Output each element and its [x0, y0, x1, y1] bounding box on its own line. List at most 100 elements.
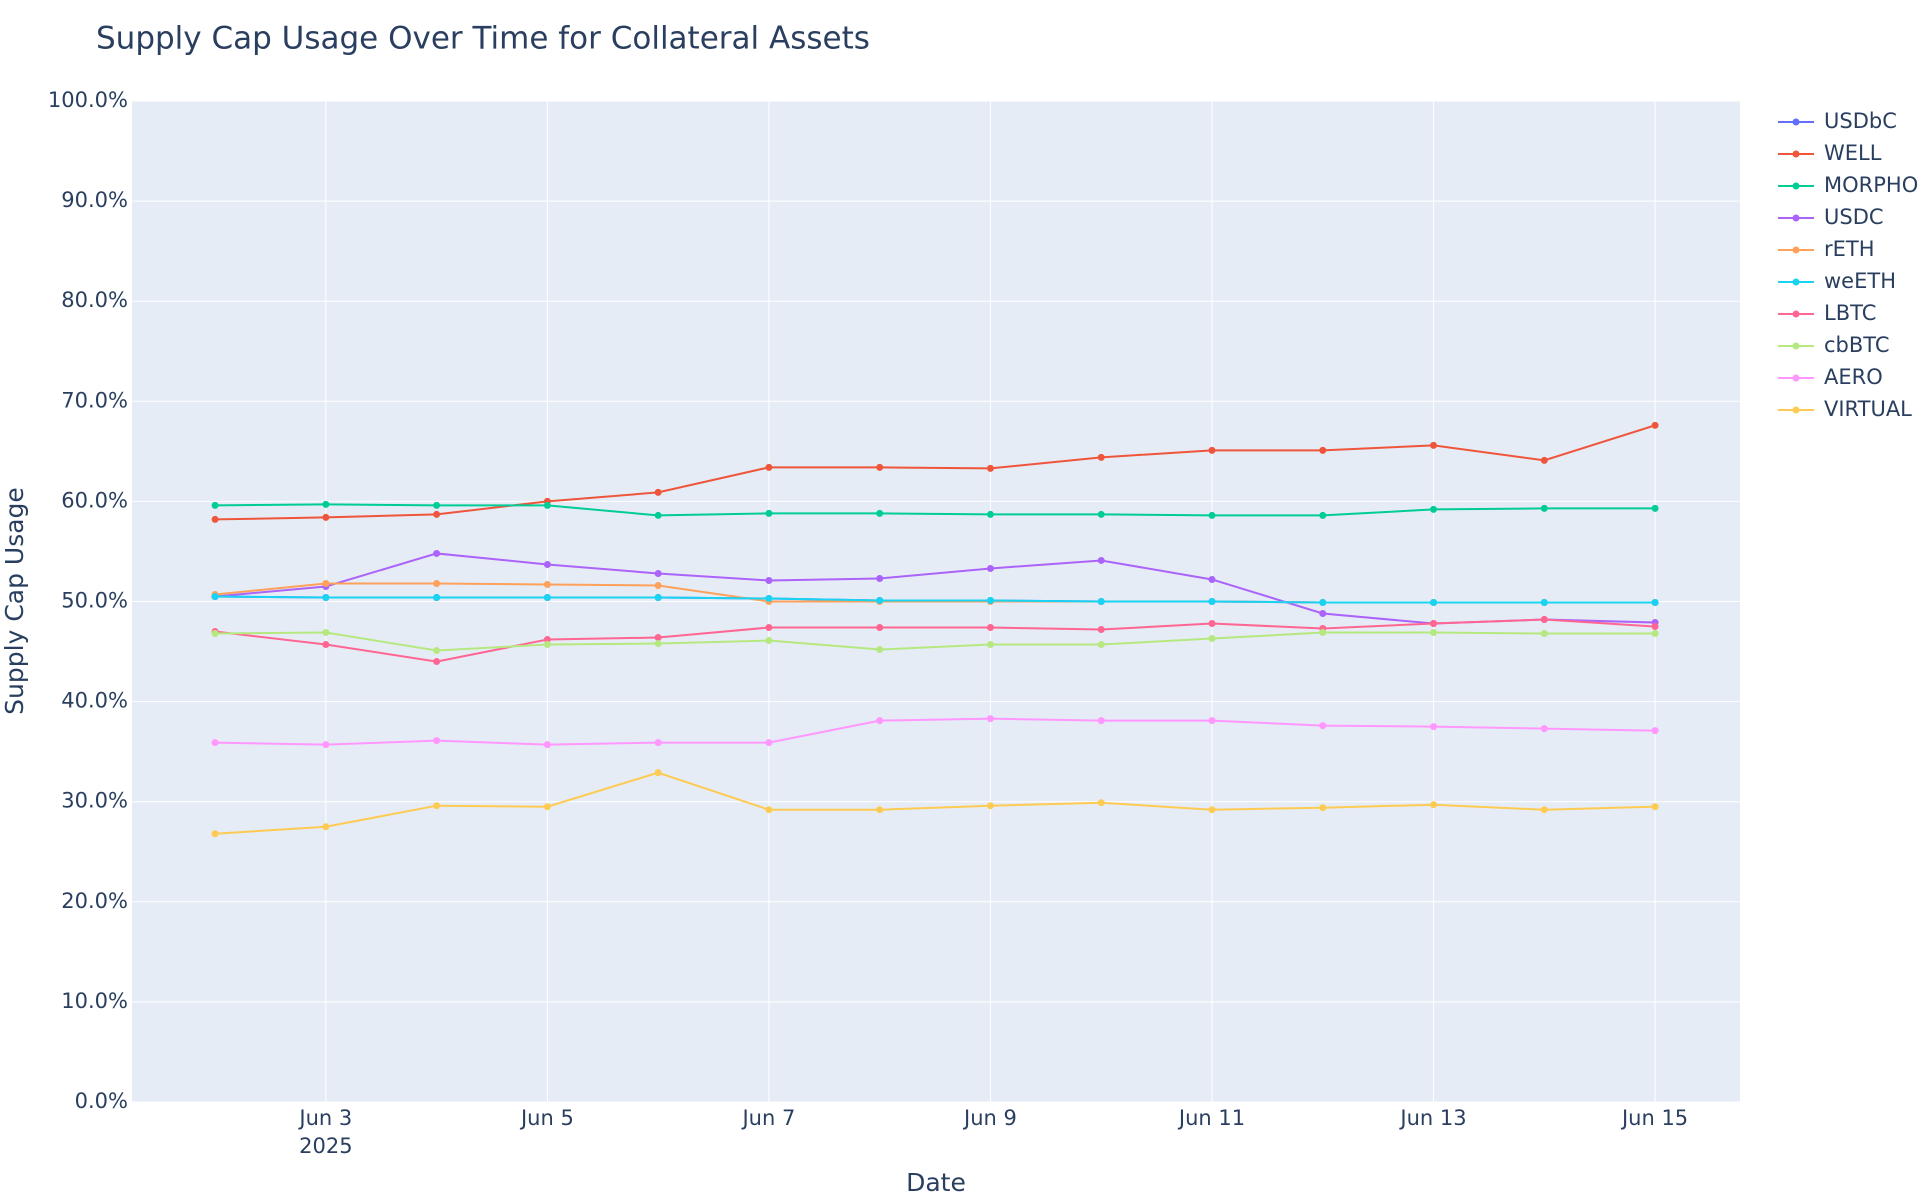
data-point: [1208, 717, 1216, 725]
data-point: [211, 739, 219, 747]
data-point: [1208, 635, 1216, 643]
y-tick-label: 0.0%: [75, 1089, 128, 1113]
data-point: [1540, 630, 1548, 638]
data-point: [986, 802, 994, 810]
series-line: [215, 503, 1656, 517]
data-point: [654, 634, 662, 642]
x-tick-label: Jun 13: [1398, 1106, 1466, 1130]
data-point: [433, 647, 441, 655]
data-point: [1651, 803, 1659, 811]
data-point: [1097, 641, 1105, 649]
legend-label: LBTC: [1824, 301, 1876, 325]
data-point: [211, 592, 219, 600]
data-point: [654, 569, 662, 577]
x-axis-title: Date: [906, 1168, 966, 1197]
legend-marker: [1792, 214, 1800, 222]
data-point: [433, 658, 441, 666]
legend-marker: [1792, 278, 1800, 286]
data-point: [654, 769, 662, 777]
x-year-label: 2025: [299, 1134, 352, 1158]
data-point: [433, 802, 441, 810]
legend-label: AERO: [1824, 365, 1883, 389]
data-point: [1097, 799, 1105, 807]
data-point: [543, 803, 551, 811]
legend-marker: [1792, 150, 1800, 158]
data-point: [654, 488, 662, 496]
data-point: [322, 629, 330, 637]
data-point: [322, 593, 330, 601]
legend-label: weETH: [1824, 269, 1896, 293]
data-point: [543, 501, 551, 509]
data-point: [1430, 620, 1438, 628]
y-axis-title: Supply Cap Usage: [0, 487, 29, 715]
data-point: [1540, 806, 1548, 814]
data-point: [1097, 510, 1105, 518]
y-tick-label: 30.0%: [61, 789, 128, 813]
data-point: [1319, 629, 1327, 637]
x-tick-label: Jun 5: [519, 1106, 574, 1130]
x-tick-label: Jun 11: [1177, 1106, 1245, 1130]
data-point: [986, 564, 994, 572]
y-tick-label: 40.0%: [61, 689, 128, 713]
data-point: [1430, 441, 1438, 449]
data-point: [1097, 717, 1105, 725]
data-point: [876, 574, 884, 582]
legend-marker: [1792, 246, 1800, 254]
data-point: [1208, 598, 1216, 605]
data-point: [876, 806, 884, 814]
legend-label: USDC: [1824, 205, 1884, 229]
data-point: [433, 501, 441, 509]
data-point: [986, 596, 994, 604]
data-point: [433, 549, 441, 557]
data-point: [654, 640, 662, 648]
legend-label: cbBTC: [1824, 333, 1890, 357]
data-point: [986, 464, 994, 472]
data-point: [1097, 598, 1105, 605]
data-point: [876, 596, 884, 604]
data-point: [1319, 446, 1327, 454]
data-point: [322, 513, 330, 521]
data-point: [1540, 456, 1548, 464]
data-point: [433, 510, 441, 518]
data-point: [876, 624, 884, 632]
data-point: [986, 624, 994, 632]
data-point: [1208, 620, 1216, 628]
data-point: [543, 741, 551, 749]
data-point: [211, 830, 219, 838]
data-point: [1097, 556, 1105, 564]
data-point: [986, 510, 994, 518]
data-point: [1651, 623, 1659, 631]
data-point: [433, 593, 441, 601]
data-point: [876, 717, 884, 725]
data-point: [322, 641, 330, 649]
data-point: [1319, 511, 1327, 519]
x-tick-label: Jun 15: [1620, 1106, 1688, 1130]
data-point: [1651, 727, 1659, 735]
lines: [211, 421, 1659, 838]
data-point: [765, 509, 773, 517]
data-point: [876, 463, 884, 471]
y-tick-label: 70.0%: [61, 388, 128, 412]
legend-label: rETH: [1824, 237, 1875, 261]
data-point: [654, 593, 662, 601]
data-point: [876, 646, 884, 654]
legend-label: MORPHO: [1824, 173, 1918, 197]
series-line: [215, 424, 1656, 521]
data-point: [1430, 723, 1438, 731]
y-tick-label: 50.0%: [61, 589, 128, 613]
data-point: [1208, 446, 1216, 454]
x-tick-label: Jun 7: [740, 1106, 795, 1130]
data-point: [654, 581, 662, 589]
data-point: [543, 580, 551, 588]
data-point: [1651, 421, 1659, 429]
data-point: [322, 579, 330, 587]
data-point: [1097, 626, 1105, 634]
legend-marker: [1792, 118, 1800, 126]
x-tick-label: Jun 9: [962, 1106, 1017, 1130]
data-point: [1651, 504, 1659, 512]
data-point: [1097, 453, 1105, 461]
data-point: [322, 500, 330, 508]
data-point: [1208, 575, 1216, 583]
data-point: [1208, 806, 1216, 814]
data-point: [1208, 511, 1216, 519]
